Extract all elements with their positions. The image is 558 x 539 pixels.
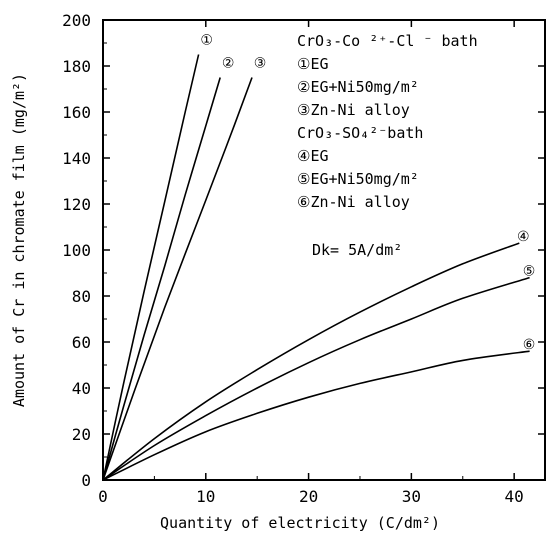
legend: CrO₃-Co ²⁺-Cl ⁻ bath ①EG ②EG+Ni50mg/m² ③Zn-… [297,32,478,211]
x-tick-label: 10 [196,487,215,506]
series-group: ①② ③ ④ ⑤ ⑥ [102,33,536,481]
y-tick-label: 160 [62,103,91,122]
y-tick-label: 180 [62,57,91,76]
y-tick-label: 20 [72,425,91,444]
y-tick-label: 120 [62,195,91,214]
y-tick-label: 100 [62,241,91,260]
legend-entry: ①EG [297,55,329,73]
y-tick-label: 140 [62,149,91,168]
y-tick-label: 60 [72,333,91,352]
axes: 0 20 40 60 80 100 120 140 160 180 200 0 10 20 30 40 [62,11,546,506]
series-line-3 [102,77,253,481]
y-tick-label: 0 [81,471,91,490]
y-tick-label: 40 [72,379,91,398]
y-tick-label: 80 [72,287,91,306]
legend-entry: ④EG [297,147,329,165]
series-marker-6: ⑥ [523,337,536,353]
annotation-current-density: Dk= 5A/dm² [312,241,402,259]
legend-entry: ③Zn-Ni alloy [297,101,410,119]
legend-entry: ⑥Zn-Ni alloy [297,193,410,211]
legend-entry: ②EG+Ni50mg/m² [297,78,419,96]
x-tick-label: 20 [299,487,318,506]
series-marker-4: ④ [517,229,530,245]
y-axis-label: Amount of Cr in chromate film (mg/m²) [10,73,28,407]
x-axis-label: Quantity of electricity (C/dm²) [160,514,440,532]
x-tick-label: 30 [402,487,421,506]
series-line-5 [102,276,530,481]
legend-entry: ⑤EG+Ni50mg/m² [297,170,419,188]
series-marker-3: ③ [254,56,267,72]
x-tick-label: 0 [98,487,108,506]
series-marker-2: ② [222,56,235,72]
series-line-1 [102,54,200,481]
legend-header: CrO₃-SO₄²⁻bath [297,124,423,142]
series-marker-1: ① [200,33,213,49]
legend-header: CrO₃-Co ²⁺-Cl ⁻ bath [297,32,478,50]
y-tick-label: 200 [62,11,91,30]
x-tick-label: 40 [505,487,524,506]
series-marker-5: ⑤ [523,264,536,280]
series-line-2 [102,77,221,481]
series-line-6 [102,350,530,481]
series-line-4 [102,242,520,481]
